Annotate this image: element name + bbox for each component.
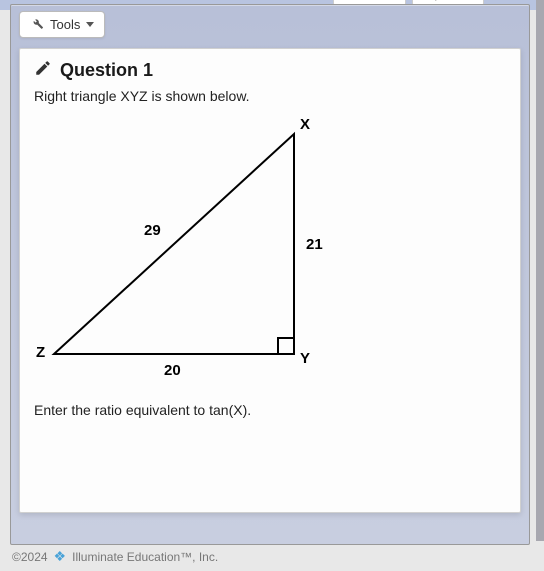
toolbar: Tools — [11, 5, 529, 44]
app-area: Tools Question 1 Right triangle XYZ is s… — [10, 4, 530, 545]
chevron-down-icon — [86, 22, 94, 27]
vertex-label-x: X — [300, 116, 310, 133]
pause-label: Pause — [361, 0, 395, 1]
pause-icon: ▮▮ — [344, 0, 357, 1]
tools-dropdown[interactable]: Tools — [19, 11, 105, 38]
footer: ©2024 ❖ Illuminate Education™, Inc. — [12, 548, 218, 565]
vertex-label-z: Z — [36, 344, 45, 361]
tools-label: Tools — [50, 17, 80, 32]
vertex-label-y: Y — [300, 350, 310, 367]
screen: ▮▮ Pause 🔍 Zoom Tools Question 1 — [0, 0, 544, 571]
copyright-text: ©2024 — [12, 550, 48, 564]
brand-text: Illuminate Education™, Inc. — [72, 550, 218, 564]
scrollbar-edge[interactable] — [536, 0, 544, 541]
question-header: Question 1 — [34, 59, 506, 82]
question-card: Question 1 Right triangle XYZ is shown b… — [19, 48, 521, 513]
side-label-adj: 20 — [164, 362, 181, 379]
zoom-icon: 🔍 — [423, 0, 438, 1]
side-label-opp: 21 — [306, 236, 323, 253]
side-label-hyp: 29 — [144, 222, 161, 239]
question-stem: Right triangle XYZ is shown below. — [34, 88, 506, 104]
zoom-label: Zoom — [442, 0, 473, 1]
wrench-icon — [30, 16, 44, 33]
triangle-figure: X Y Z 29 21 20 — [34, 114, 334, 394]
question-prompt: Enter the ratio equivalent to tan(X). — [34, 402, 506, 418]
triangle-svg — [34, 114, 334, 394]
pencil-icon — [34, 59, 52, 82]
logo-icon: ❖ — [54, 548, 67, 565]
question-title: Question 1 — [60, 60, 153, 81]
